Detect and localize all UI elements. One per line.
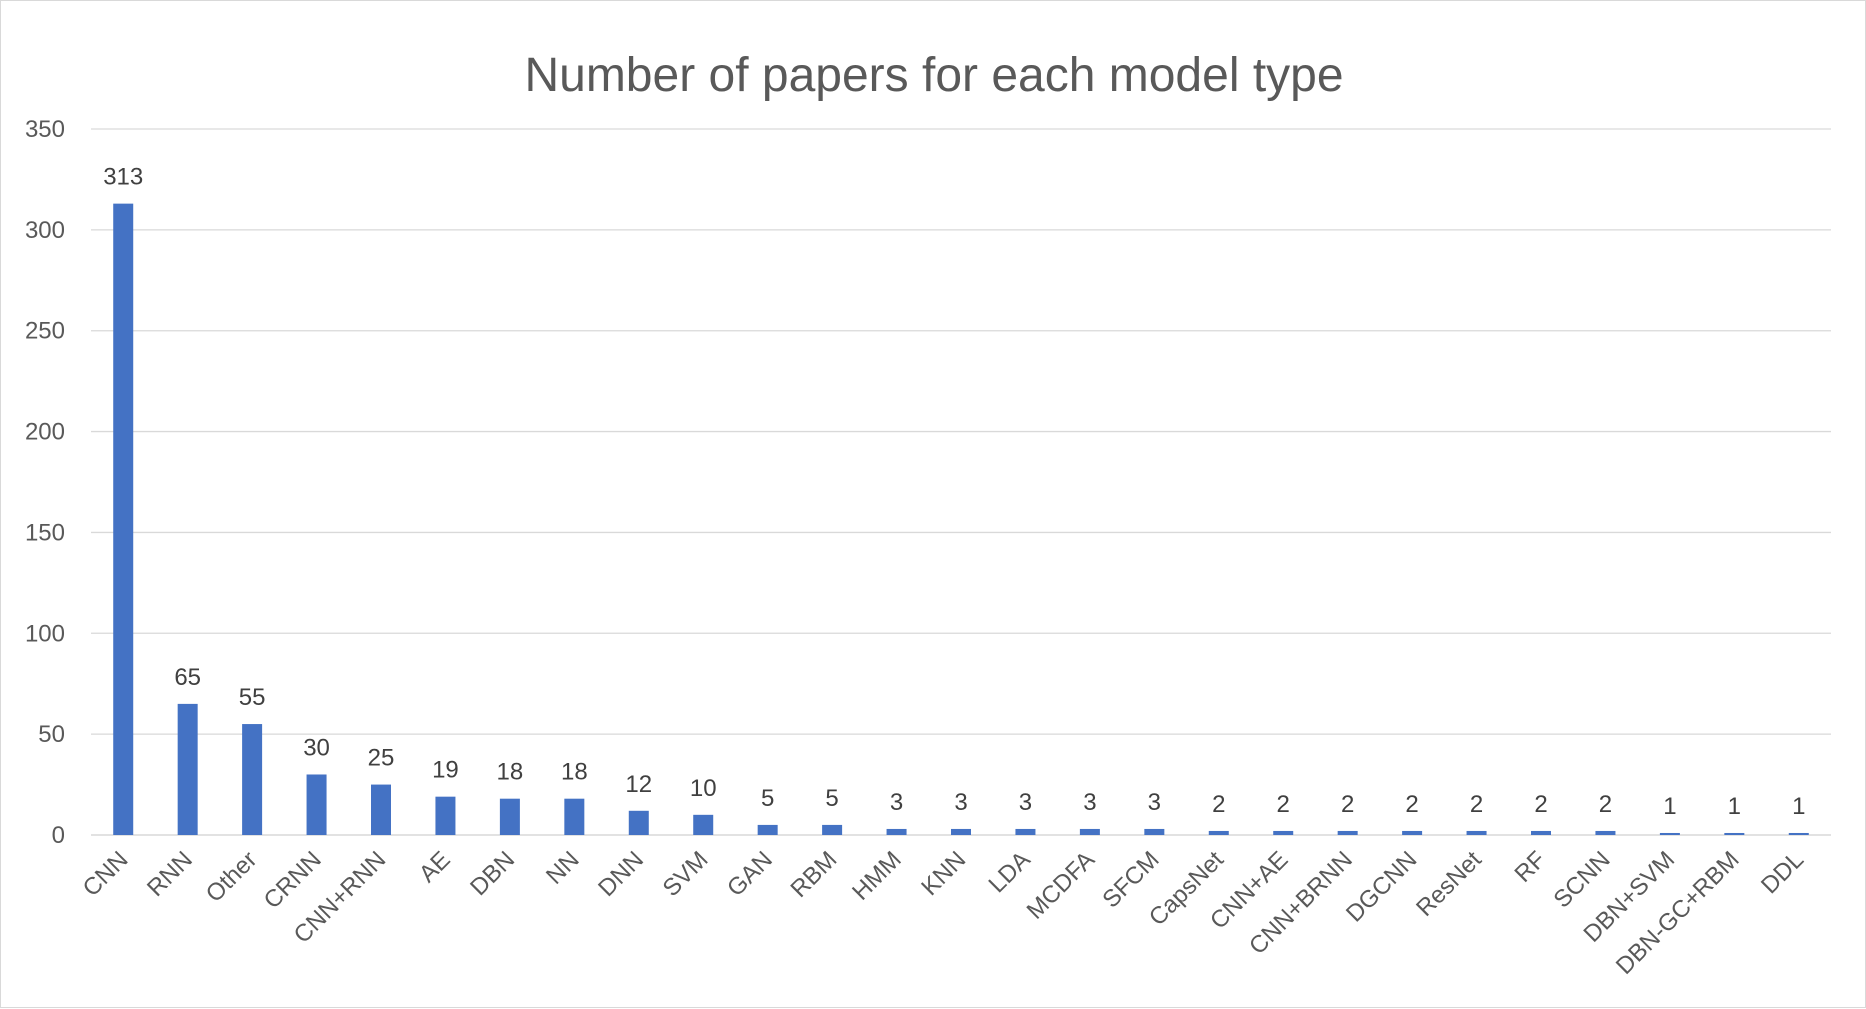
y-tick-label: 200: [25, 419, 65, 446]
data-label: 3: [1083, 789, 1096, 816]
x-tick-label: Other: [201, 846, 263, 908]
x-tick-label: RNN: [142, 846, 198, 902]
data-label: 3: [954, 789, 967, 816]
bar: [1079, 828, 1100, 835]
bar: [757, 824, 778, 835]
data-label: 5: [825, 785, 838, 812]
data-label: 313: [103, 164, 143, 191]
data-label: 2: [1599, 791, 1612, 818]
data-label: 18: [497, 759, 524, 786]
data-label: 65: [174, 664, 201, 691]
x-tick-label: DDL: [1756, 846, 1809, 899]
y-tick-label: 300: [25, 217, 65, 244]
bar: [242, 724, 263, 835]
bar: [822, 824, 843, 835]
bar: [628, 810, 649, 835]
data-label: 18: [561, 759, 588, 786]
bar: [564, 798, 585, 835]
data-label: 2: [1212, 791, 1225, 818]
y-tick-label: 100: [25, 620, 65, 647]
data-label: 2: [1341, 791, 1354, 818]
y-axis-ticks: 0 50 100 150 200 250 300 350: [25, 116, 65, 849]
y-tick-label: 150: [25, 519, 65, 546]
x-tick-label: DGCNN: [1341, 846, 1422, 927]
x-tick-label: SVM: [658, 846, 714, 902]
bar: [1402, 830, 1423, 835]
bar: [1273, 830, 1294, 835]
x-tick-label: NN: [541, 846, 585, 890]
x-tick-label: ResNet: [1411, 846, 1487, 922]
y-tick-label: 350: [25, 116, 65, 143]
x-tick-label: AE: [414, 846, 456, 888]
data-label: 5: [761, 785, 774, 812]
data-label: 3: [1019, 789, 1032, 816]
bar: [1595, 830, 1616, 835]
data-label: 19: [432, 757, 459, 784]
x-tick-label: RBM: [786, 846, 843, 903]
data-label: 12: [625, 771, 652, 798]
data-label: 3: [1148, 789, 1161, 816]
bar: [177, 703, 198, 835]
x-tick-label: MCDFA: [1022, 846, 1100, 924]
data-label: 30: [303, 734, 330, 761]
x-tick-label: HMM: [847, 846, 907, 906]
bar: [1015, 828, 1036, 835]
bar: [1659, 832, 1680, 835]
data-label: 2: [1534, 791, 1547, 818]
x-tick-label: LDA: [984, 846, 1036, 898]
bar: [499, 798, 520, 835]
bar: [371, 784, 391, 835]
bar: [886, 828, 907, 835]
bar: [435, 796, 456, 835]
bar: [1337, 830, 1358, 835]
bar: [113, 203, 134, 836]
bar: [1788, 832, 1809, 835]
data-label: 55: [239, 684, 266, 711]
data-label: 25: [368, 745, 395, 772]
x-tick-label: KNN: [916, 846, 971, 901]
x-tick-label: DNN: [593, 846, 649, 902]
data-label: 2: [1277, 791, 1290, 818]
bar: [1466, 830, 1487, 835]
data-label: 2: [1470, 791, 1483, 818]
data-label: 1: [1728, 793, 1741, 820]
bar: [1724, 832, 1745, 835]
bar: [1208, 830, 1229, 835]
data-label: 2: [1405, 791, 1418, 818]
x-tick-label: GAN: [722, 846, 778, 902]
x-tick-label: CNN: [78, 846, 134, 902]
y-tick-label: 250: [25, 318, 65, 345]
y-tick-label: 50: [38, 721, 65, 748]
bar: [693, 814, 714, 835]
bar: [1144, 828, 1165, 835]
x-tick-label: RF: [1510, 846, 1552, 888]
data-label: 1: [1663, 793, 1676, 820]
data-label: 3: [890, 789, 903, 816]
bars: [113, 203, 1809, 836]
bar: [306, 774, 327, 835]
chart-title: Number of papers for each model type: [524, 49, 1343, 102]
bar: [1531, 830, 1551, 835]
data-label: 10: [690, 775, 717, 802]
x-tick-label: DBN: [465, 846, 520, 901]
data-label: 1: [1792, 793, 1805, 820]
bar: [951, 828, 971, 835]
gridlines: [91, 128, 1831, 836]
y-tick-label: 0: [52, 822, 65, 849]
